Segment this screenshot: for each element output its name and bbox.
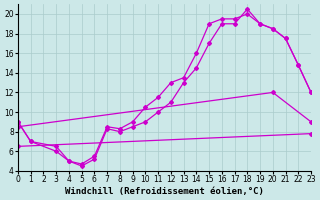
X-axis label: Windchill (Refroidissement éolien,°C): Windchill (Refroidissement éolien,°C) <box>65 187 264 196</box>
